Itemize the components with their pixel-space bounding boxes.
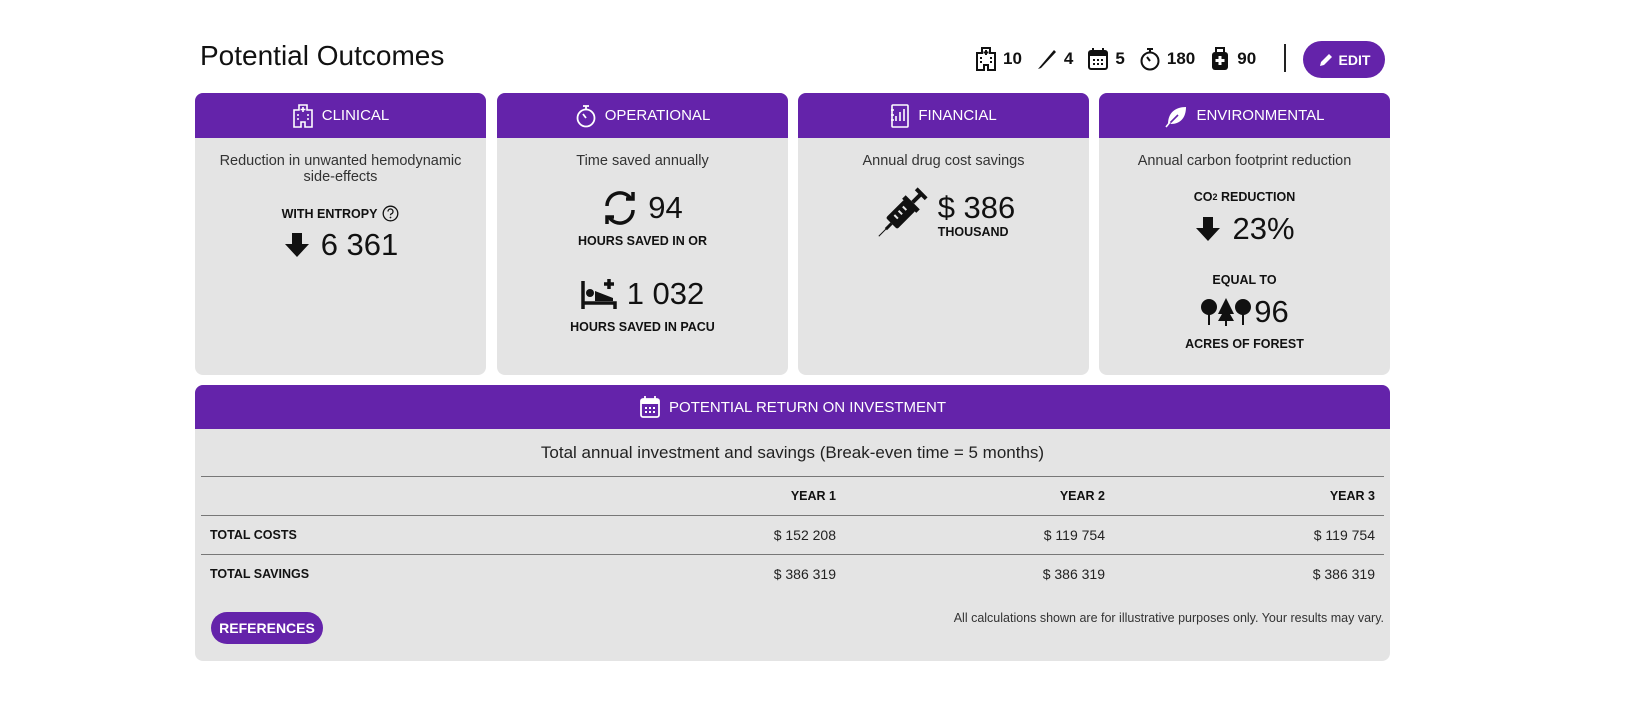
hospital-icon	[292, 103, 313, 128]
forest-label: ACRES OF FOREST	[1185, 337, 1304, 351]
header-cell: YEAR 2	[845, 476, 1114, 516]
receipt-icon	[891, 103, 910, 128]
stat-value: 180	[1166, 49, 1196, 68]
operational-card: OPERATIONAL Time saved annually 94 HOURS…	[497, 93, 788, 375]
metric-row: 96	[1099, 294, 1390, 330]
card-description: Reduction in unwanted hemodynamic side-e…	[219, 153, 462, 185]
leaf-icon	[1165, 106, 1187, 128]
stat-days: 5	[1087, 47, 1125, 71]
hospital-icon	[976, 47, 996, 71]
table-row: TOTAL COSTS $ 152 208 $ 119 754 $ 119 75…	[201, 515, 1384, 555]
table-row: TOTAL SAVINGS $ 386 319 $ 386 319 $ 386 …	[201, 555, 1384, 594]
metric-block: $ 386 THOUSAND	[937, 190, 1016, 240]
stat-minutes: 180	[1139, 47, 1195, 71]
metric-row: 6 361	[195, 227, 486, 263]
header-cell: YEAR 3	[1114, 476, 1384, 516]
page-title: Potential Outcomes	[200, 40, 445, 71]
card-header: CLINICAL	[195, 93, 486, 138]
financial-card: FINANCIAL Annual drug cost savings $ 386…	[798, 93, 1089, 375]
disclaimer: All calculations shown are for illustrat…	[953, 611, 1384, 625]
medkit-icon	[1212, 47, 1229, 70]
cell: $ 386 319	[773, 566, 836, 582]
cell: $ 386 319	[1312, 566, 1375, 582]
roi-panel: POTENTIAL RETURN ON INVESTMENT Total ann…	[195, 385, 1390, 661]
co2-label: CO 2 REDUCTION	[1099, 190, 1390, 204]
metric-row: 94	[497, 189, 788, 227]
roi-subtitle: Total annual investment and savings (Bre…	[540, 443, 1045, 462]
row-label: TOTAL COSTS	[201, 515, 576, 555]
clinical-card: CLINICAL Reduction in unwanted hemodynam…	[195, 93, 486, 375]
metric-value: 6 361	[320, 227, 399, 262]
divider	[1284, 44, 1286, 72]
roi-header: POTENTIAL RETURN ON INVESTMENT	[195, 385, 1390, 429]
card-header: FINANCIAL	[798, 93, 1089, 138]
stat-value: 10	[1003, 49, 1022, 68]
pencil-icon	[1319, 53, 1332, 66]
metric-row: $ 386 THOUSAND	[798, 187, 1089, 243]
trees-icon	[1201, 298, 1252, 326]
table-head: YEAR 1 YEAR 2 YEAR 3	[201, 476, 1384, 516]
cell: $ 119 754	[845, 515, 1114, 555]
metric-row: 23%	[1099, 211, 1390, 247]
metric-label: HOURS SAVED IN OR	[578, 234, 707, 248]
card-header: OPERATIONAL	[497, 93, 788, 138]
metric-value: 96	[1254, 294, 1289, 329]
card-description: Time saved annually	[576, 153, 709, 169]
metric-row: 1 032	[497, 276, 788, 312]
metric-unit: THOUSAND	[937, 225, 1009, 239]
stat-value: 5	[1115, 49, 1125, 68]
metric-label: WITH ENTROPY	[281, 206, 378, 221]
co2-suffix: REDUCTION	[1220, 190, 1296, 204]
card-title: OPERATIONAL	[604, 107, 711, 124]
environmental-card: ENVIRONMENTAL Annual carbon footprint re…	[1099, 93, 1390, 375]
cell: $ 119 754	[1114, 515, 1384, 555]
card-header: ENVIRONMENTAL	[1099, 93, 1390, 138]
down-arrow-icon	[284, 233, 309, 257]
roi-table: YEAR 1 YEAR 2 YEAR 3 TOTAL COSTS $ 152 2…	[201, 476, 1384, 593]
header-cell: YEAR 1	[576, 476, 845, 516]
co2-subscript: 2	[1212, 192, 1218, 202]
table-body: TOTAL COSTS $ 152 208 $ 119 754 $ 119 75…	[201, 515, 1384, 594]
metric-value: 1 032	[626, 276, 705, 311]
metric-label-row: WITH ENTROPY	[195, 205, 486, 222]
card-title: CLINICAL	[321, 107, 390, 124]
co2-prefix: CO	[1193, 190, 1213, 204]
cell: $ 152 208	[576, 515, 845, 555]
stat-doses: 90	[1209, 47, 1256, 71]
syringe-icon	[878, 187, 928, 237]
help-icon[interactable]	[382, 205, 399, 222]
card-title: ENVIRONMENTAL	[1196, 107, 1325, 124]
cycle-icon	[605, 191, 636, 225]
cell: $ 386 319	[1042, 566, 1105, 582]
stopwatch-icon	[1140, 48, 1160, 71]
stat-value: 90	[1237, 49, 1257, 68]
metric-value: 23%	[1232, 211, 1295, 246]
edit-button[interactable]: EDIT	[1303, 41, 1385, 78]
references-button[interactable]: REFERENCES	[211, 612, 323, 644]
metric-value: $ 386	[937, 190, 1016, 225]
header-row: YEAR 1 YEAR 2 YEAR 3	[201, 476, 1384, 516]
equal-label: EQUAL TO	[1212, 273, 1277, 287]
card-description: Annual carbon footprint reduction	[1137, 153, 1352, 169]
calendar-icon	[1088, 48, 1109, 70]
calendar-icon	[640, 396, 660, 418]
card-title: FINANCIAL	[918, 107, 997, 124]
bed-icon	[580, 279, 617, 309]
down-arrow-icon	[1196, 217, 1221, 241]
stat-value: 4	[1063, 49, 1074, 68]
metric-value: 94	[648, 190, 683, 225]
header-cell	[201, 476, 576, 516]
stat-or: 4	[1036, 47, 1073, 71]
card-description: Annual drug cost savings	[862, 153, 1025, 169]
stopwatch-icon	[576, 104, 596, 127]
roi-title: POTENTIAL RETURN ON INVESTMENT	[669, 398, 946, 416]
row-label: TOTAL SAVINGS	[210, 567, 310, 581]
stats-bar: 10 4 5 180 90	[975, 44, 1256, 74]
stat-beds: 10	[975, 47, 1022, 71]
scalpel-icon	[1037, 50, 1056, 69]
edit-label: EDIT	[1338, 51, 1371, 68]
metric-label: HOURS SAVED IN PACU	[570, 320, 715, 334]
